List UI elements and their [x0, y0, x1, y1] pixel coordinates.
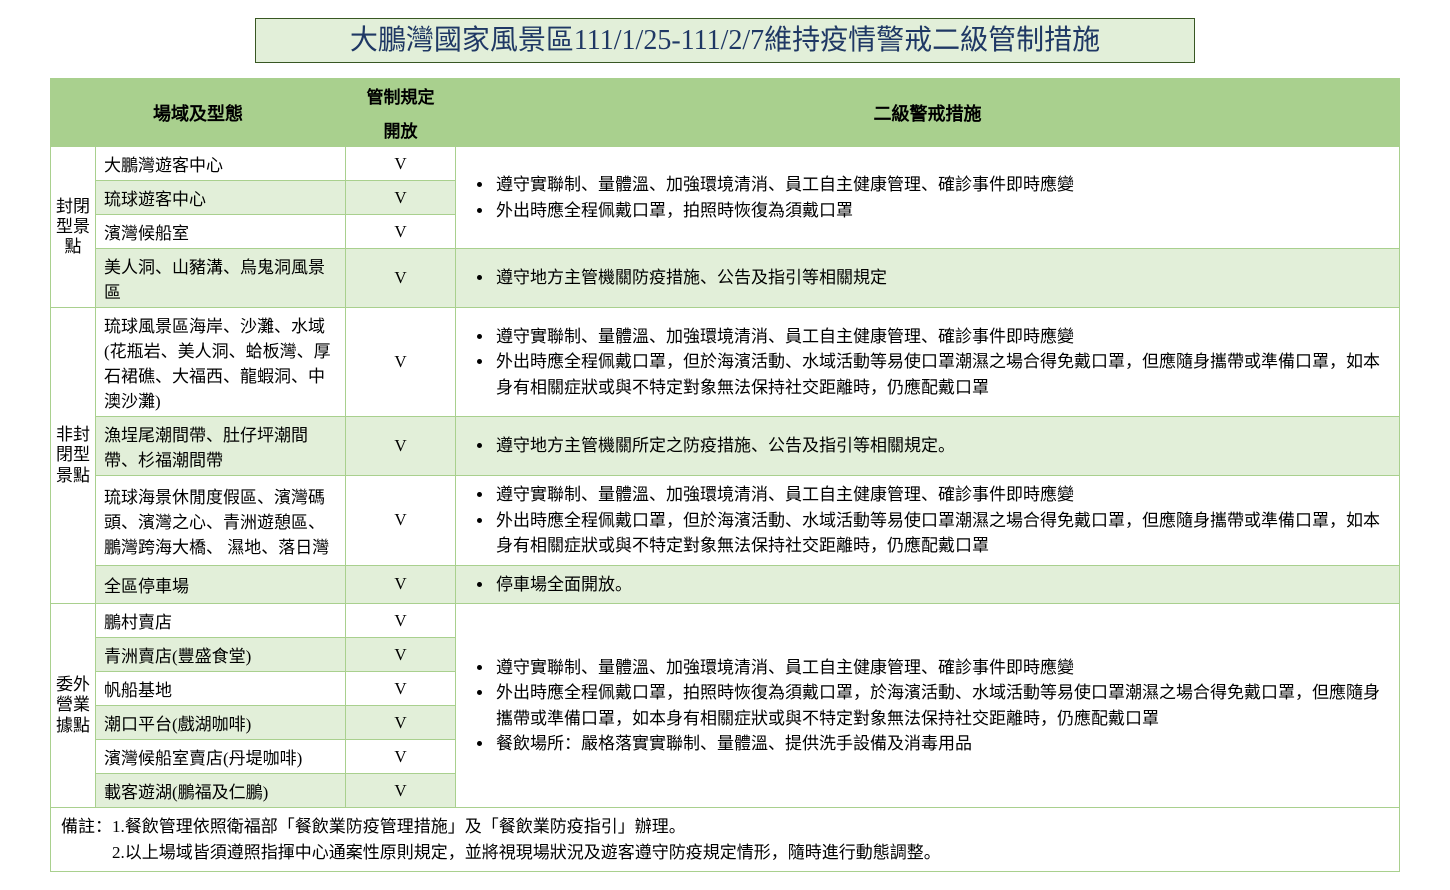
category-cell: 委外營業據點: [51, 604, 96, 808]
th-regulation: 管制規定: [346, 79, 456, 113]
check-cell: V: [346, 565, 456, 604]
measure-item: 停車場全面開放。: [494, 572, 1391, 598]
location-cell: 潮口平台(戲湖咖啡): [96, 706, 346, 740]
measures-cell: 遵守實聯制、量體溫、加強環境清消、員工自主健康管理、確診事件即時應變外出時應全程…: [456, 308, 1400, 417]
check-cell: V: [346, 604, 456, 638]
location-cell: 載客遊湖(鵬福及仁鵬): [96, 774, 346, 808]
measure-item: 遵守實聯制、量體溫、加強環境清消、員工自主健康管理、確診事件即時應變: [494, 482, 1391, 508]
measure-item: 遵守實聯制、量體溫、加強環境清消、員工自主健康管理、確診事件即時應變: [494, 172, 1391, 198]
check-cell: V: [346, 181, 456, 215]
check-cell: V: [346, 774, 456, 808]
location-cell: 濱灣候船室賣店(丹堤咖啡): [96, 740, 346, 774]
page-title: 大鵬灣國家風景區111/1/25-111/2/7維持疫情警戒二級管制措施: [255, 18, 1195, 63]
category-cell: 封閉型景點: [51, 147, 96, 308]
th-measures: 二級警戒措施: [456, 79, 1400, 147]
measures-cell: 遵守實聯制、量體溫、加強環境清消、員工自主健康管理、確診事件即時應變外出時應全程…: [456, 604, 1400, 808]
measure-item: 外出時應全程佩戴口罩，拍照時恢復為須戴口罩，於海濱活動、水域活動等易使口罩潮濕之…: [494, 680, 1391, 731]
measure-item: 外出時應全程佩戴口罩，拍照時恢復為須戴口罩: [494, 198, 1391, 224]
location-cell: 琉球風景區海岸、沙灘、水域(花瓶岩、美人洞、蛤板灣、厚石裙礁、大福西、龍蝦洞、中…: [96, 308, 346, 417]
check-cell: V: [346, 417, 456, 476]
check-cell: V: [346, 638, 456, 672]
check-cell: V: [346, 672, 456, 706]
check-cell: V: [346, 147, 456, 181]
location-cell: 美人洞、山豬溝、烏鬼洞風景區: [96, 249, 346, 308]
location-cell: 濱灣候船室: [96, 215, 346, 249]
measure-item: 外出時應全程佩戴口罩，但於海濱活動、水域活動等易使口罩潮濕之場合得免戴口罩，但應…: [494, 349, 1391, 400]
table-header: 場域及型態 管制規定 二級警戒措施 開放: [51, 79, 1400, 147]
measures-cell: 遵守地方主管機關防疫措施、公告及指引等相關規定: [456, 249, 1400, 308]
check-cell: V: [346, 706, 456, 740]
measure-item: 外出時應全程佩戴口罩，但於海濱活動、水域活動等易使口罩潮濕之場合得免戴口罩，但應…: [494, 508, 1391, 559]
notes-cell: 備註：1.餐飲管理依照衛福部「餐飲業防疫管理措施」及「餐飲業防疫指引」辦理。 2…: [51, 808, 1400, 872]
location-cell: 青洲賣店(豐盛食堂): [96, 638, 346, 672]
category-cell: 非封閉型景點: [51, 308, 96, 604]
th-open: 開放: [346, 113, 456, 147]
measure-item: 遵守地方主管機關所定之防疫措施、公告及指引等相關規定。: [494, 433, 1391, 459]
measures-cell: 停車場全面開放。: [456, 565, 1400, 604]
check-cell: V: [346, 740, 456, 774]
table-body: 封閉型景點大鵬灣遊客中心V遵守實聯制、量體溫、加強環境清消、員工自主健康管理、確…: [51, 147, 1400, 872]
measures-cell: 遵守地方主管機關所定之防疫措施、公告及指引等相關規定。: [456, 417, 1400, 476]
measure-item: 餐飲場所：嚴格落實實聯制、量體溫、提供洗手設備及消毒用品: [494, 731, 1391, 757]
location-cell: 琉球遊客中心: [96, 181, 346, 215]
check-cell: V: [346, 215, 456, 249]
measure-item: 遵守實聯制、量體溫、加強環境清消、員工自主健康管理、確診事件即時應變: [494, 655, 1391, 681]
check-cell: V: [346, 249, 456, 308]
measure-item: 遵守實聯制、量體溫、加強環境清消、員工自主健康管理、確診事件即時應變: [494, 324, 1391, 350]
location-cell: 帆船基地: [96, 672, 346, 706]
check-cell: V: [346, 308, 456, 417]
location-cell: 全區停車場: [96, 565, 346, 604]
location-cell: 鵬村賣店: [96, 604, 346, 638]
location-cell: 大鵬灣遊客中心: [96, 147, 346, 181]
location-cell: 琉球海景休閒度假區、濱灣碼頭、濱灣之心、青洲遊憩區、鵬灣跨海大橋、 濕地、落日灣: [96, 476, 346, 566]
main-table: 場域及型態 管制規定 二級警戒措施 開放 封閉型景點大鵬灣遊客中心V遵守實聯制、…: [50, 78, 1400, 872]
location-cell: 漁埕尾潮間帶、肚仔坪潮間帶、杉福潮間帶: [96, 417, 346, 476]
check-cell: V: [346, 476, 456, 566]
measures-cell: 遵守實聯制、量體溫、加強環境清消、員工自主健康管理、確診事件即時應變外出時應全程…: [456, 147, 1400, 249]
th-venue-type: 場域及型態: [51, 79, 346, 147]
measures-cell: 遵守實聯制、量體溫、加強環境清消、員工自主健康管理、確診事件即時應變外出時應全程…: [456, 476, 1400, 566]
measure-item: 遵守地方主管機關防疫措施、公告及指引等相關規定: [494, 265, 1391, 291]
